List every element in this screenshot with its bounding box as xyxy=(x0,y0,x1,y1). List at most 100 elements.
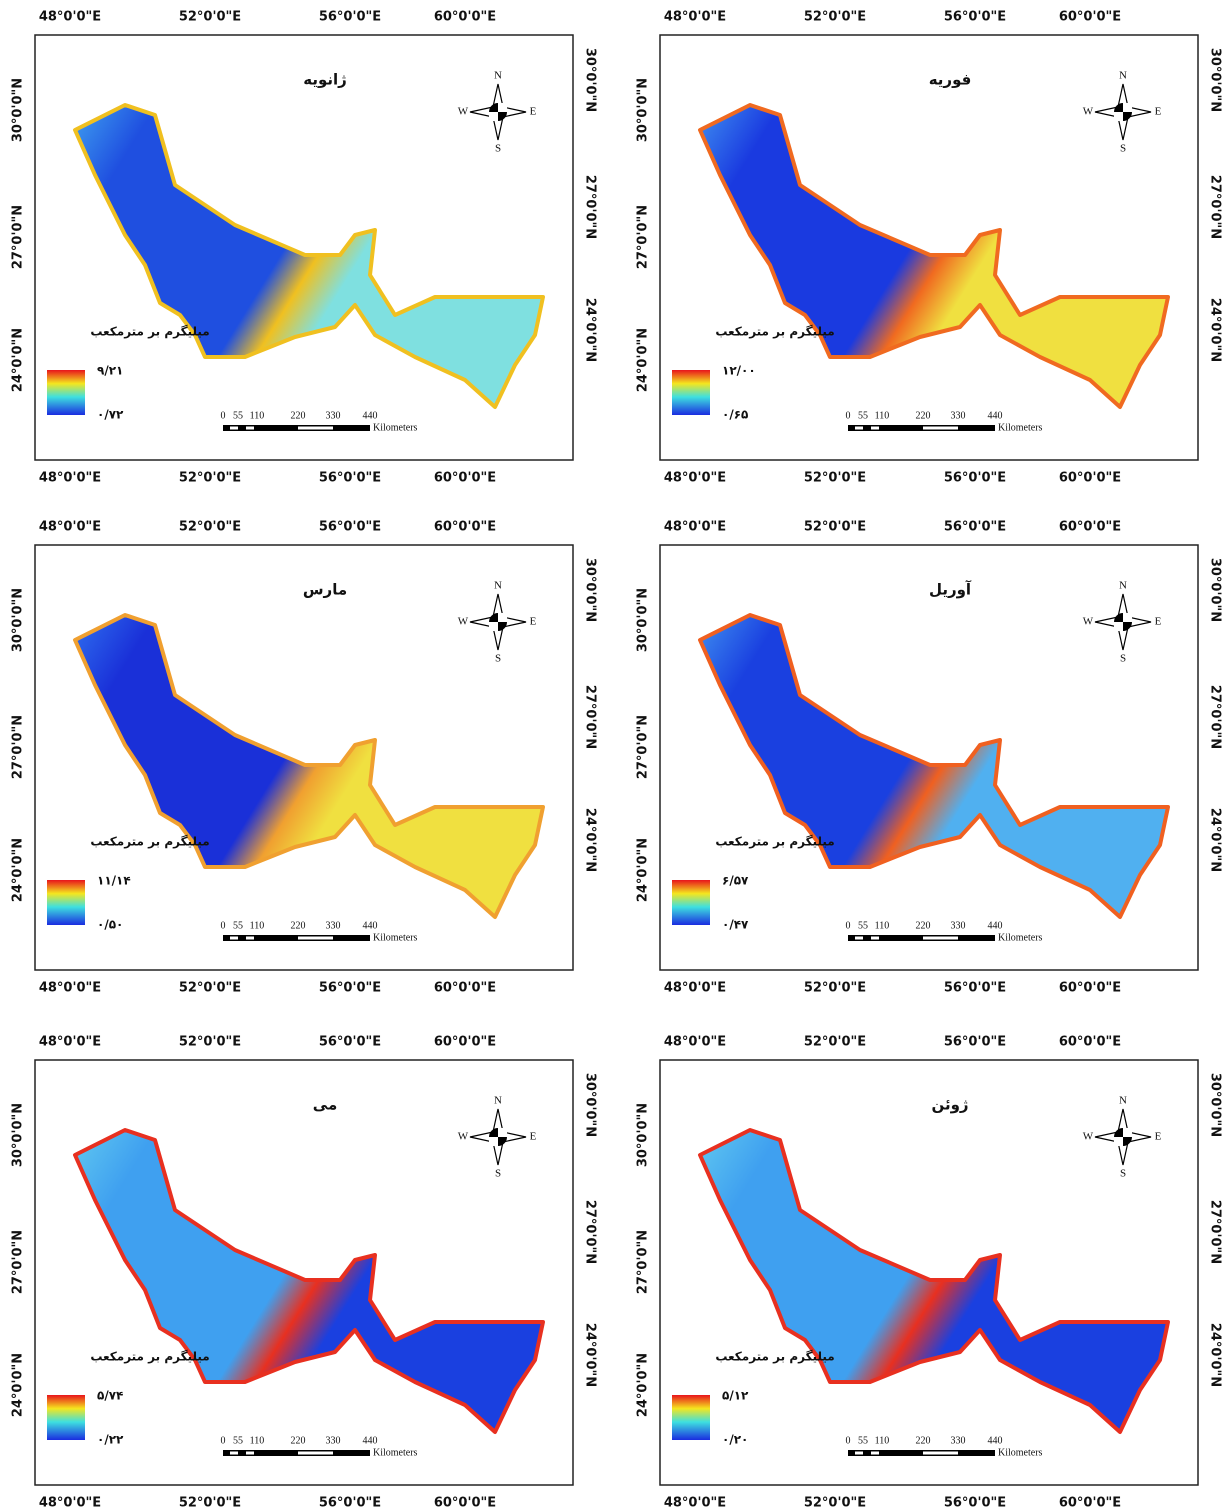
compass-center-light xyxy=(498,1128,507,1137)
lon-label-bottom: 48°0'0"E xyxy=(39,1496,101,1508)
lon-label-bottom: 48°0'0"E xyxy=(664,981,726,996)
scale-bar xyxy=(223,1450,370,1456)
scale-bar xyxy=(848,935,995,941)
scale-bar-white xyxy=(871,936,879,940)
lon-label-top: 52°0'0"E xyxy=(179,520,241,535)
compass-n: N xyxy=(494,70,502,82)
scale-bar-white xyxy=(855,1451,863,1455)
scale-label: 110 xyxy=(250,410,265,421)
lat-label-right: 24°0'0"N xyxy=(583,808,598,872)
compass-center-light xyxy=(1123,613,1132,622)
lat-label-left: 30°0'0"N xyxy=(11,588,26,652)
scale-label: 0 xyxy=(846,920,851,931)
scale-label: 110 xyxy=(875,1435,890,1446)
lon-label-bottom: 60°0'0"E xyxy=(434,981,496,996)
legend-colorbar xyxy=(672,1395,710,1440)
lat-label-left: 30°0'0"N xyxy=(636,588,651,652)
lon-label-top: 60°0'0"E xyxy=(1059,10,1121,25)
lon-label-top: 56°0'0"E xyxy=(944,1035,1006,1050)
scale-label: 55 xyxy=(858,1435,868,1446)
compass-e: E xyxy=(530,106,537,118)
scale-bar-white xyxy=(298,1451,333,1455)
lat-label-right: 30°0'0"N xyxy=(583,48,598,112)
gulf-shape xyxy=(698,1128,1170,1434)
scale-bar-white xyxy=(230,426,238,430)
scale-label: 330 xyxy=(326,920,341,931)
compass-center-light xyxy=(498,613,507,622)
scale-bar-white xyxy=(923,936,958,940)
scale-bar-white xyxy=(246,426,254,430)
scale-bar-white xyxy=(923,426,958,430)
compass-w: W xyxy=(1083,1131,1094,1143)
scale-label: 55 xyxy=(233,920,243,931)
lon-label-bottom: 60°0'0"E xyxy=(1059,471,1121,486)
compass-n: N xyxy=(494,1095,502,1107)
scale-label: 220 xyxy=(916,920,931,931)
lon-label-top: 56°0'0"E xyxy=(944,520,1006,535)
scale-label: 0 xyxy=(221,920,226,931)
compass-s: S xyxy=(495,143,501,155)
scale-label: 330 xyxy=(951,410,966,421)
lon-label-bottom: 52°0'0"E xyxy=(804,981,866,996)
lat-label-right: 27°0'0"N xyxy=(1208,685,1223,749)
legend-title: میلیگرم بر مترمکعب xyxy=(715,1350,834,1365)
lon-label-bottom: 60°0'0"E xyxy=(434,1496,496,1508)
lat-label-left: 27°0'0"N xyxy=(636,205,651,269)
map-title: فوریه xyxy=(929,71,972,89)
lon-label-top: 56°0'0"E xyxy=(944,10,1006,25)
scale-label: 330 xyxy=(951,920,966,931)
compass-e: E xyxy=(530,1131,537,1143)
lat-label-right: 24°0'0"N xyxy=(1208,808,1223,872)
lon-label-bottom: 56°0'0"E xyxy=(944,1496,1006,1508)
lon-label-top: 60°0'0"E xyxy=(1059,1035,1121,1050)
compass-s: S xyxy=(1120,143,1126,155)
lon-label-top: 56°0'0"E xyxy=(319,520,381,535)
map-title: مارس xyxy=(303,581,347,599)
scale-label: 220 xyxy=(916,1435,931,1446)
scale-bar-white xyxy=(298,426,333,430)
compass-n: N xyxy=(494,580,502,592)
scale-bar-white xyxy=(855,936,863,940)
scale-label: 440 xyxy=(988,1435,1003,1446)
legend-max: ۱۲/۰۰ xyxy=(722,364,756,378)
compass-center-light xyxy=(1114,622,1123,631)
legend-max: ۱۱/۱۴ xyxy=(97,874,131,888)
compass-center-light xyxy=(1114,112,1123,121)
lat-label-left: 24°0'0"N xyxy=(636,328,651,392)
scale-label: 220 xyxy=(291,1435,306,1446)
map-title: می xyxy=(313,1096,337,1114)
lon-label-top: 56°0'0"E xyxy=(319,10,381,25)
scale-label: 55 xyxy=(858,920,868,931)
compass-w: W xyxy=(458,1131,469,1143)
lat-label-left: 27°0'0"N xyxy=(11,715,26,779)
scale-bar-white xyxy=(855,426,863,430)
lat-label-right: 27°0'0"N xyxy=(583,685,598,749)
scale-label: 330 xyxy=(326,410,341,421)
map-title: ژوئن xyxy=(931,1096,968,1114)
lon-label-top: 56°0'0"E xyxy=(319,1035,381,1050)
lat-label-right: 24°0'0"N xyxy=(1208,298,1223,362)
scale-label: 440 xyxy=(988,410,1003,421)
scale-bar-white xyxy=(230,1451,238,1455)
scale-bar-white xyxy=(871,1451,879,1455)
lon-label-bottom: 56°0'0"E xyxy=(319,1496,381,1508)
lon-label-top: 52°0'0"E xyxy=(804,1035,866,1050)
scale-bar xyxy=(223,935,370,941)
lon-label-bottom: 52°0'0"E xyxy=(804,471,866,486)
map-panel: آوریل 48°0'0"E 48°0'0"E 52°0'0"E 52°0'0"E 56°… xyxy=(636,520,1223,996)
compass-s: S xyxy=(1120,653,1126,665)
map-panel: ژانویه 48°0'0"E 48°0'0"E 52°0'0"E 52°0'0"E 56… xyxy=(11,10,598,486)
scale-unit: Kilometers xyxy=(998,422,1043,433)
map-panel: ژوئن 48°0'0"E 48°0'0"E 52°0'0"E 52°0'0"E 56°0… xyxy=(636,1035,1223,1511)
scale-label: 0 xyxy=(846,1435,851,1446)
lat-label-left: 30°0'0"N xyxy=(636,1103,651,1167)
legend-title: میلیگرم بر مترمکعب xyxy=(715,325,834,340)
scale-label: 110 xyxy=(250,1435,265,1446)
compass-s: S xyxy=(495,1168,501,1180)
scale-label: 440 xyxy=(363,410,378,421)
legend-colorbar xyxy=(47,370,85,415)
compass-w: W xyxy=(458,616,469,628)
legend-colorbar xyxy=(47,1395,85,1440)
compass-w: W xyxy=(458,106,469,118)
